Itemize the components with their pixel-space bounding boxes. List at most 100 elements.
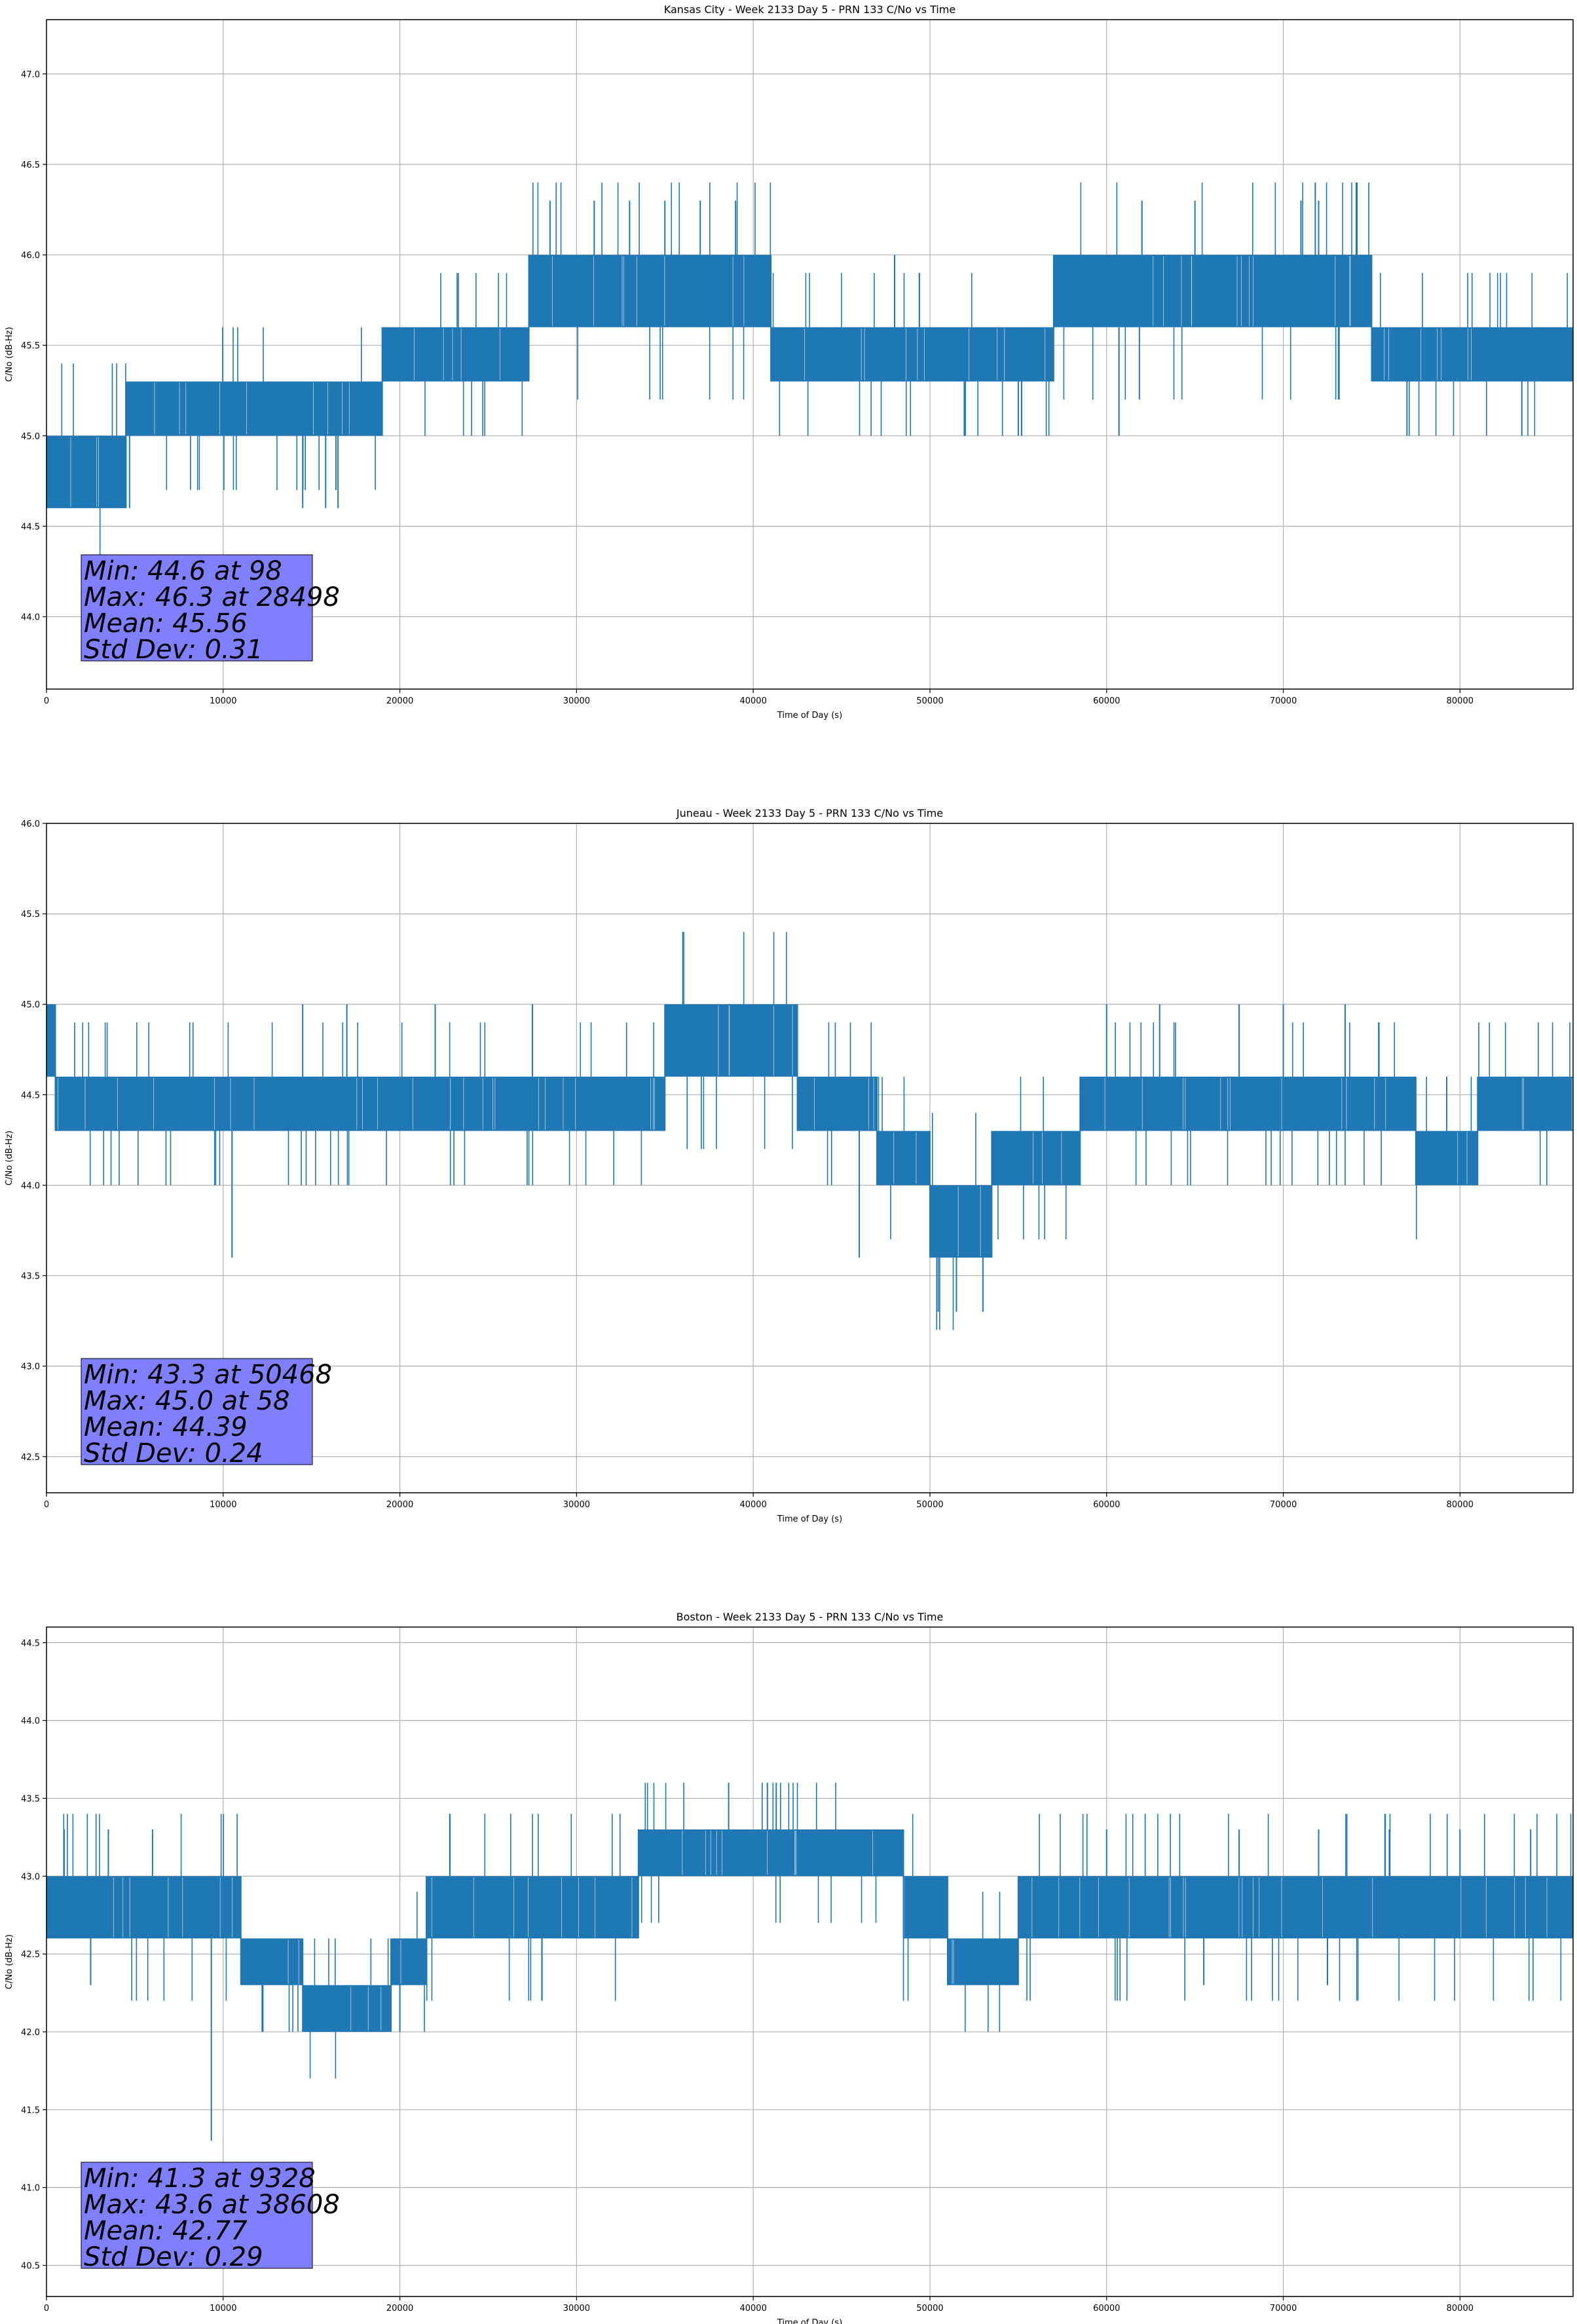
stats-line: Mean: 45.56 [84,609,248,639]
y-tick-label: 44.0 [21,613,40,623]
stats-line: Std Dev: 0.31 [84,635,263,665]
axes-frame [46,823,1574,1493]
x-tick-label: 30000 [563,2304,590,2314]
x-tick-label: 0 [44,1500,49,1510]
series-band [771,327,1054,382]
y-tick-label: 42.5 [21,1950,40,1960]
x-axis: 0 10000 20000 30000 40000 50000 60000 70000 8000… [44,2296,1474,2314]
x-tick-label: 40000 [739,1500,766,1510]
y-axis-label: C/No (dB-Hz) [5,327,14,382]
series-band [797,1076,878,1131]
series-band [992,1131,1081,1186]
series-band [576,255,771,328]
series-band [1371,327,1573,382]
y-tick-label: 47.0 [21,70,40,80]
x-axis: 0 10000 20000 30000 40000 50000 60000 70000 8000… [44,1493,1474,1510]
series-band [426,1876,639,1939]
series-band [382,327,529,382]
y-tick-label: 44.0 [21,1181,40,1191]
y-axis: 42.5 43.0 43.5 44.0 44.5 45.0 45.5 46.0 [21,819,46,1463]
series-band [240,1938,303,1985]
y-tick-label: 43.5 [21,1272,40,1282]
y-tick-label: 46.5 [21,160,40,170]
chart-title: Boston - Week 2133 Day 5 - PRN 133 C/No … [677,1611,944,1623]
series-band [1415,1131,1478,1186]
x-tick-label: 10000 [210,1500,236,1510]
data-series [46,931,1573,1330]
y-tick-label: 45.0 [21,432,40,441]
chart-panel-2: Juneau - Week 2133 Day 5 - PRN 133 C/No … [5,807,1574,1524]
series-band [665,1004,798,1077]
data-series [46,182,1573,581]
x-tick-label: 40000 [739,2304,766,2314]
y-tick-label: 43.0 [21,1362,40,1372]
stats-line: Std Dev: 0.24 [84,1438,263,1469]
series-band [947,1938,1018,1985]
y-tick-label: 41.0 [21,2184,40,2194]
series-band [46,436,126,508]
stats-box-background [81,2162,313,2269]
x-tick-label: 0 [44,696,49,706]
y-tick-label: 44.0 [21,1717,40,1727]
series-band [1477,1076,1573,1131]
stats-line: Min: 41.3 at 9328 [84,2164,316,2194]
axes-frame [46,1626,1574,2297]
stats-line: Min: 43.3 at 50468 [84,1360,332,1390]
chart-panel-1: Kansas City - Week 2133 Day 5 - PRN 133 … [5,3,1574,721]
x-tick-label: 70000 [1270,696,1297,706]
x-tick-label: 20000 [386,696,413,706]
series-band [126,381,382,436]
y-tick-label: 45.5 [21,910,40,920]
series-band [529,255,577,328]
x-axis-label: Time of Day (s) [777,2318,842,2324]
stats-line: Max: 45.0 at 58 [84,1386,289,1416]
x-tick-label: 70000 [1270,1500,1297,1510]
series-band [1053,255,1372,328]
y-axis-label: C/No (dB-Hz) [5,1934,14,1989]
x-tick-label: 60000 [1093,1500,1120,1510]
x-tick-label: 20000 [386,2304,413,2314]
x-tick-label: 80000 [1447,1500,1474,1510]
y-axis: 40.5 41.0 41.5 42.0 42.5 43.0 43.5 44.0 44.5 [21,1639,46,2271]
x-tick-label: 60000 [1093,2304,1120,2314]
series-band [638,1829,904,1877]
series-band [391,1938,427,1985]
series-band [929,1185,992,1258]
y-tick-label: 42.0 [21,2028,40,2038]
stats-line: Std Dev: 0.29 [84,2242,263,2272]
stats-box-background [81,1358,313,1465]
stats-line: Mean: 44.39 [84,1412,248,1442]
x-tick-label: 50000 [916,1500,943,1510]
series-band [1080,1076,1416,1131]
y-tick-label: 46.0 [21,251,40,261]
x-axis-label: Time of Day (s) [777,711,842,721]
y-tick-label: 44.5 [21,522,40,532]
y-tick-label: 46.0 [21,819,40,829]
x-tick-label: 10000 [210,2304,236,2314]
stats-line: Mean: 42.77 [84,2216,248,2246]
y-tick-label: 41.5 [21,2106,40,2116]
y-tick-label: 44.5 [21,1639,40,1649]
stats-line: Max: 46.3 at 28498 [84,582,340,612]
stats-box-background [81,554,313,662]
x-tick-label: 30000 [563,696,590,706]
x-tick-label: 60000 [1093,696,1120,706]
y-tick-label: 43.0 [21,1872,40,1882]
y-tick-label: 44.5 [21,1091,40,1100]
stats-line: Max: 43.6 at 38608 [84,2190,340,2220]
y-tick-label: 43.5 [21,1794,40,1804]
x-tick-label: 80000 [1447,696,1474,706]
x-tick-label: 20000 [386,1500,413,1510]
chart-title: Juneau - Week 2133 Day 5 - PRN 133 C/No … [676,807,943,819]
series-band [903,1876,948,1939]
series-band [46,1004,56,1077]
series-band [46,1876,241,1939]
y-axis: 44.0 44.5 45.0 45.5 46.0 46.5 47.0 [21,70,46,623]
grid-lines [46,1627,1573,2296]
x-tick-label: 80000 [1447,2304,1474,2314]
data-series [46,1782,1573,2141]
x-tick-label: 70000 [1270,2304,1297,2314]
